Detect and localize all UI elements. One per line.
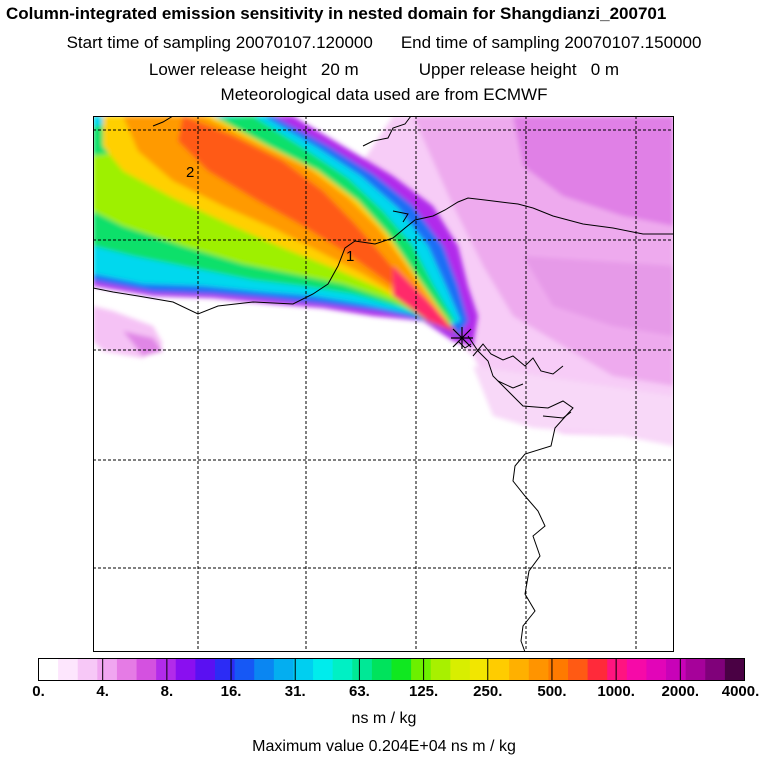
colorbar-tick-label: 125. xyxy=(408,683,439,700)
colorbar-cell xyxy=(97,658,118,681)
colorbar-cell xyxy=(568,658,589,681)
colorbar-cell xyxy=(469,658,491,681)
sampling-times: Start time of sampling 20070107.120000 En… xyxy=(0,33,768,53)
colorbar xyxy=(38,658,745,681)
contour-label-1: 1 xyxy=(346,248,354,265)
colorbar-cell xyxy=(646,658,667,681)
low-sensitivity-field xyxy=(93,116,674,446)
colorbar-cell xyxy=(666,658,687,681)
colorbar-cell xyxy=(234,658,255,681)
max-value-line: Maximum value 0.204E+04 ns m / kg xyxy=(252,738,516,755)
colorbar-cell xyxy=(509,658,530,681)
colorbar-cell xyxy=(175,658,196,681)
colorbar-cell xyxy=(371,658,392,681)
colorbar-tick-label: 500. xyxy=(537,683,567,700)
figure-title: Column-integrated emission sensitivity i… xyxy=(6,4,667,23)
colorbar-cell xyxy=(352,658,373,681)
colorbar-tick-label: 4. xyxy=(96,683,109,700)
colorbar-tick-label: 0. xyxy=(32,683,45,700)
colorbar-cell xyxy=(587,658,608,681)
colorbar-cell xyxy=(685,658,706,681)
map-frame xyxy=(93,116,674,652)
colorbar-tick-label: 8. xyxy=(160,683,174,700)
colorbar-cell xyxy=(77,658,98,681)
colorbar-cell xyxy=(548,658,569,681)
colorbar-cell xyxy=(293,658,314,681)
release-heights: Lower release height 20 m Upper release h… xyxy=(0,60,768,80)
colorbar-tick-label: 31. xyxy=(284,683,306,700)
sensitivity-map: 1 2 xyxy=(93,116,674,652)
upper-release-label: Upper release height xyxy=(418,60,577,79)
colorbar-tick-label: 250. xyxy=(473,683,503,700)
colorbar-cell xyxy=(195,658,216,681)
lower-release-value: 20 m xyxy=(320,60,359,79)
end-time-label: End time of sampling xyxy=(400,33,560,52)
colorbar-cell xyxy=(489,658,510,681)
receptor-cross-icon xyxy=(451,327,473,349)
lat-lon-grid xyxy=(93,116,674,652)
colorbar-cell xyxy=(38,658,59,681)
colorbar-cell xyxy=(254,658,275,681)
colorbar-tick-label: 1000. xyxy=(597,683,635,700)
colorbar-cell xyxy=(215,658,236,681)
start-time-value: 20070107.120000 xyxy=(235,33,373,52)
colorbar-cell xyxy=(116,658,138,681)
colorbar-cell xyxy=(430,658,451,681)
colorbar-cell xyxy=(411,658,432,681)
colorbar-cell xyxy=(58,658,79,681)
colorbar-cell xyxy=(391,658,412,681)
colorbar-tick-label: 2000. xyxy=(661,683,700,700)
colorbar-frame xyxy=(38,658,745,681)
colorbar-cell xyxy=(724,658,745,681)
colorbar-cell xyxy=(273,658,294,681)
start-time-label: Start time of sampling xyxy=(66,33,231,52)
colorbar-cell xyxy=(705,658,726,681)
colorbar-cell xyxy=(136,658,157,681)
colorbar-tick-label: 63. xyxy=(348,683,370,700)
coastline-and-borders xyxy=(93,116,674,652)
colorbar-unit: ns m / kg xyxy=(351,710,417,727)
colorbar-cell xyxy=(528,658,549,681)
met-data-line: Meteorological data used are from ECMWF xyxy=(220,85,548,104)
colorbar-cell xyxy=(313,658,334,681)
colorbar-cell xyxy=(156,658,177,681)
colorbar-cell xyxy=(626,658,647,681)
upper-release-value: 0 m xyxy=(590,60,620,79)
colorbar-tick-label: 4000. xyxy=(721,683,760,700)
colorbar-cell xyxy=(607,658,628,681)
colorbar-cell xyxy=(450,658,471,681)
colorbar-cell xyxy=(332,658,353,681)
end-time-value: 20070107.150000 xyxy=(564,33,702,52)
lower-release-label: Lower release height xyxy=(148,60,307,79)
contour-label-2: 2 xyxy=(186,164,194,181)
colorbar-tick-label: 16. xyxy=(220,683,242,700)
